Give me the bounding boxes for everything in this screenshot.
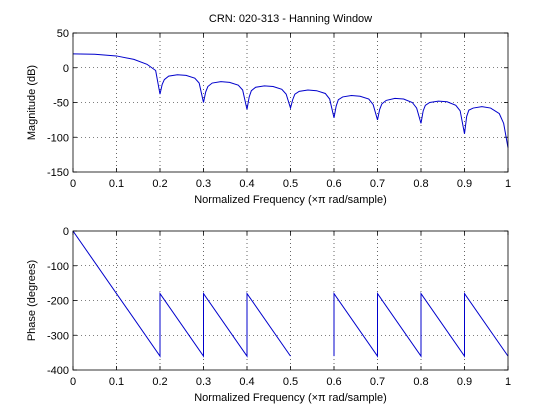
phase-x-tick-label: 0.7 [370,376,385,388]
magnitude-x-tick-label: 0 [70,178,76,190]
magnitude-y-tick-label: -100 [47,132,69,144]
phase-x-tick-label: 0.8 [413,376,428,388]
magnitude-x-tick-label: 0.4 [239,178,254,190]
phase-y-axis-label: Phase (degrees) [26,260,38,341]
phase-x-axis-label: Normalized Frequency (×π rad/sample) [194,392,387,404]
phase-x-tick-label: 0.5 [283,376,298,388]
phase-x-tick-label: 0.6 [326,376,341,388]
magnitude-x-tick-label: 0.5 [283,178,298,190]
phase-y-tick-label: -300 [47,330,69,342]
phase-x-tick-label: 0.2 [152,376,167,388]
phase-x-tick-label: 0.4 [239,376,254,388]
phase-x-tick-label: 0 [70,376,76,388]
magnitude-y-tick-label: -50 [53,98,69,110]
magnitude-y-axis-label: Magnitude (dB) [26,65,38,140]
magnitude-y-tick-label: 0 [63,63,69,75]
phase-y-tick-label: -100 [47,261,69,273]
magnitude-x-tick-label: 0.6 [326,178,341,190]
phase-x-tick-label: 0.1 [109,376,124,388]
magnitude-x-tick-label: 0.9 [457,178,472,190]
phase-x-tick-label: 0.9 [457,376,472,388]
magnitude-x-tick-label: 0.2 [152,178,167,190]
magnitude-chart-title: CRN: 020-313 - Hanning Window [209,13,372,25]
phase-y-tick-label: -400 [47,365,69,377]
magnitude-x-tick-label: 0.3 [196,178,211,190]
magnitude-y-tick-label: -150 [47,167,69,179]
phase-x-tick-label: 0.3 [196,376,211,388]
magnitude-y-tick-label: 50 [57,28,69,40]
phase-y-tick-label: 0 [63,226,69,238]
magnitude-x-tick-label: 1 [505,178,511,190]
magnitude-x-tick-label: 0.1 [109,178,124,190]
magnitude-x-tick-label: 0.8 [413,178,428,190]
phase-x-tick-label: 1 [505,376,511,388]
magnitude-x-tick-label: 0.7 [370,178,385,190]
magnitude-x-axis-label: Normalized Frequency (×π rad/sample) [194,194,387,206]
phase-y-tick-label: -200 [47,296,69,308]
